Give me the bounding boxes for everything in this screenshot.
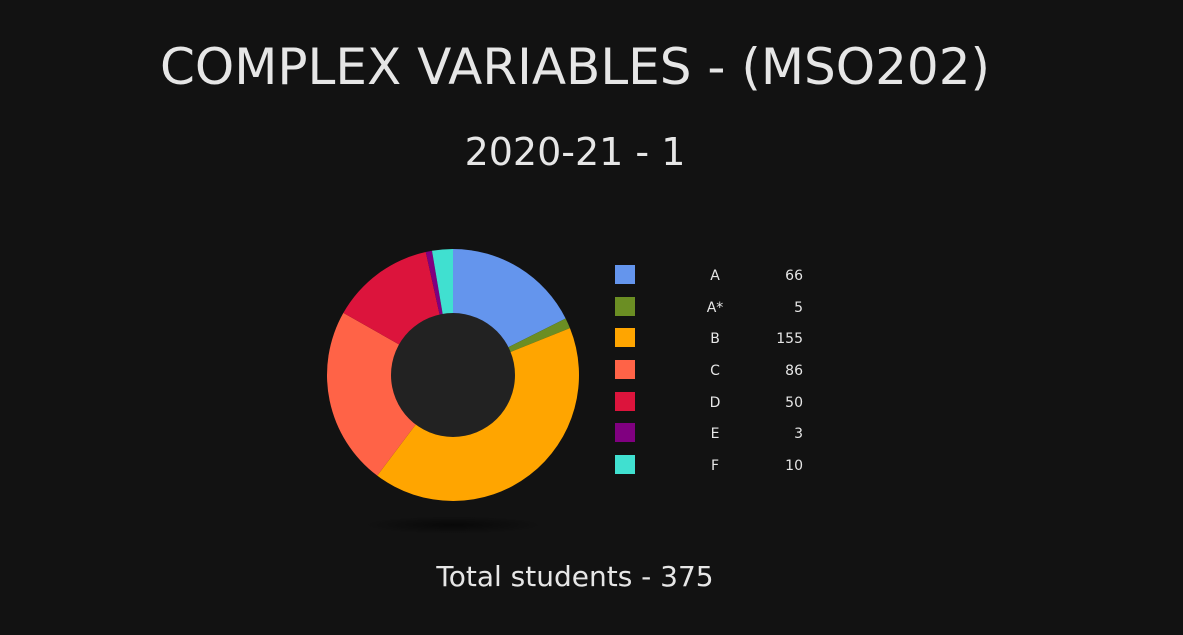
legend-item[interactable]: F 10 <box>615 454 815 486</box>
total-students: Total students - 375 <box>436 560 714 593</box>
chart-shadow <box>363 516 543 534</box>
legend-item[interactable]: D 50 <box>615 391 815 423</box>
legend-label: B <box>710 331 720 348</box>
page-subtitle: 2020-21 - 1 <box>464 130 686 174</box>
legend-count: 50 <box>785 394 803 411</box>
legend-label: A <box>710 268 720 284</box>
legend-swatch <box>615 423 635 443</box>
legend: A 66 A* 5 B 155 C 86 D 50 E 3 F 10 <box>615 264 815 486</box>
legend-swatch <box>615 328 635 348</box>
pie-slice-c[interactable] <box>327 312 453 476</box>
legend-count: 66 <box>785 268 803 284</box>
legend-count: 5 <box>794 299 803 316</box>
legend-label: A* <box>706 299 724 316</box>
legend-label: C <box>710 363 720 380</box>
legend-swatch <box>615 360 635 380</box>
legend-item[interactable]: A 66 <box>615 264 815 296</box>
legend-label: F <box>710 458 720 475</box>
donut-chart <box>327 249 579 534</box>
legend-count: 10 <box>785 458 803 475</box>
page-title: COMPLEX VARIABLES - (MSO202) <box>159 38 991 96</box>
legend-swatch <box>615 265 635 284</box>
legend-count: 3 <box>794 426 803 443</box>
legend-item[interactable]: B 155 <box>615 327 815 359</box>
legend-item[interactable]: C 86 <box>615 359 815 391</box>
legend-label: E <box>710 426 720 443</box>
legend-swatch <box>615 455 635 475</box>
legend-item[interactable]: A* 5 <box>615 296 815 328</box>
legend-count: 155 <box>776 331 803 348</box>
legend-count: 86 <box>785 363 803 380</box>
legend-swatch <box>615 391 635 411</box>
legend-swatch <box>615 296 635 316</box>
legend-label: D <box>709 394 721 411</box>
donut-hole <box>391 313 515 437</box>
